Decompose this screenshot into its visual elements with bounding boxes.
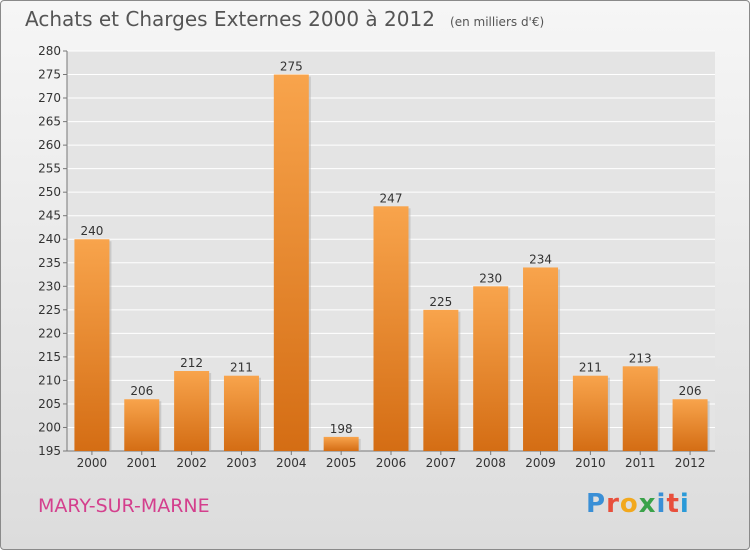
y-tick-label: 270 <box>38 91 61 105</box>
y-tick-label: 280 <box>38 44 61 58</box>
x-tick-label: 2010 <box>575 456 606 470</box>
city-name: MARY-SUR-MARNE <box>38 495 210 517</box>
y-tick-label: 230 <box>38 279 61 293</box>
bar <box>672 399 708 451</box>
y-tick-label: 205 <box>38 397 61 411</box>
y-tick-label: 255 <box>38 162 61 176</box>
bar-value-label: 230 <box>479 271 502 285</box>
bar <box>423 309 459 451</box>
y-tick-label: 245 <box>38 209 61 223</box>
chart-title: Achats et Charges Externes 2000 à 2012 <box>25 7 435 31</box>
bar <box>74 239 110 451</box>
bar-value-label: 211 <box>230 361 253 375</box>
bar <box>572 375 608 451</box>
bar-value-label: 206 <box>130 384 153 398</box>
x-tick-label: 2003 <box>226 456 257 470</box>
x-tick-label: 2002 <box>176 456 207 470</box>
x-tick-label: 2009 <box>525 456 556 470</box>
bar-value-label: 198 <box>330 422 353 436</box>
x-tick-label: 2011 <box>625 456 656 470</box>
x-tick-label: 2004 <box>276 456 307 470</box>
x-tick-label: 2005 <box>326 456 357 470</box>
bar-value-label: 213 <box>629 351 652 365</box>
bar-value-label: 275 <box>280 60 303 74</box>
y-tick-label: 265 <box>38 115 61 129</box>
bar <box>273 74 309 451</box>
x-tick-label: 2006 <box>376 456 407 470</box>
y-tick-label: 225 <box>38 303 61 317</box>
bar-value-label: 247 <box>380 191 403 205</box>
x-tick-label: 2007 <box>426 456 457 470</box>
title-line: Achats et Charges Externes 2000 à 2012 (… <box>25 7 544 31</box>
bar <box>373 206 409 451</box>
bar-value-label: 234 <box>529 252 552 266</box>
bar <box>223 375 259 451</box>
bar-value-label: 212 <box>180 356 203 370</box>
bar-value-label: 240 <box>80 224 103 238</box>
bar-value-label: 206 <box>679 384 702 398</box>
y-tick-label: 260 <box>38 138 61 152</box>
y-tick-label: 250 <box>38 185 61 199</box>
chart-unit: (en milliers d'€) <box>450 15 545 29</box>
bar <box>124 399 160 451</box>
x-tick-label: 2000 <box>77 456 108 470</box>
y-tick-label: 215 <box>38 350 61 364</box>
bar <box>622 366 658 451</box>
x-tick-label: 2008 <box>475 456 506 470</box>
bar <box>523 267 559 451</box>
y-tick-label: 235 <box>38 256 61 270</box>
y-tick-label: 200 <box>38 420 61 434</box>
brand-logo: Proxiti <box>586 489 690 519</box>
y-tick-label: 195 <box>38 444 61 458</box>
bar-value-label: 211 <box>579 361 602 375</box>
y-tick-label: 240 <box>38 232 61 246</box>
y-tick-label: 275 <box>38 68 61 82</box>
x-tick-label: 2001 <box>126 456 157 470</box>
bar <box>323 436 359 451</box>
bar <box>174 371 210 451</box>
y-tick-label: 220 <box>38 326 61 340</box>
x-tick-label: 2012 <box>675 456 706 470</box>
y-tick-label: 210 <box>38 373 61 387</box>
bar <box>473 286 509 451</box>
bar-value-label: 225 <box>429 295 452 309</box>
